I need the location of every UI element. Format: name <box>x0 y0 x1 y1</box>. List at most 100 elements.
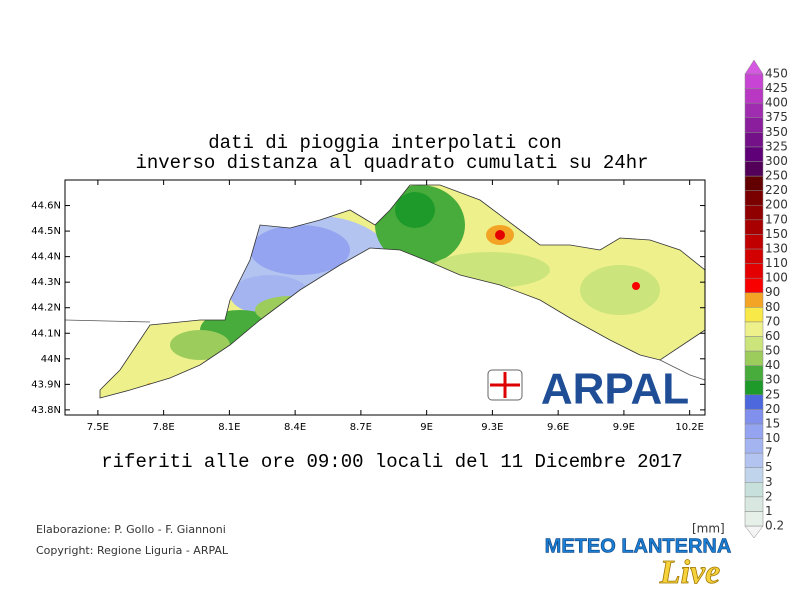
colorbar-label: 100 <box>765 271 788 285</box>
logo-text: ARPAL <box>541 365 689 414</box>
subtitle: riferiti alle ore 09:00 locali del 11 Di… <box>101 451 683 473</box>
colorbar-box <box>744 482 764 498</box>
colorbar-label: 90 <box>765 285 780 299</box>
colorbar-box <box>744 263 764 279</box>
colorbar-label: 350 <box>765 125 788 139</box>
colorbar-label: 325 <box>765 139 788 153</box>
colorbar-label: 170 <box>765 212 788 226</box>
colorbar-box <box>744 336 764 352</box>
colorbar-box <box>744 146 764 162</box>
colorbar-box <box>744 234 764 250</box>
x-tick-label: 8.1E <box>218 422 240 433</box>
colorbar-box <box>744 350 764 366</box>
x-tick-label: 10.2E <box>675 422 704 433</box>
colorbar-box <box>744 190 764 206</box>
colorbar-box <box>744 102 764 118</box>
map <box>64 179 706 416</box>
colorbar-box <box>744 452 764 468</box>
colorbar-box <box>744 277 764 293</box>
coastline <box>99 184 706 399</box>
footer-copyright: Copyright: Regione Liguria - ARPAL <box>36 544 229 557</box>
title-line: inverso distanza al quadrato cumulati su… <box>135 152 648 174</box>
colorbar-box <box>744 496 764 512</box>
colorbar-label: 400 <box>765 96 788 110</box>
colorbar-unit: [mm] <box>692 522 725 536</box>
colorbar-label: 80 <box>765 300 780 314</box>
y-tick-label: 43.8N <box>31 405 61 416</box>
colorbar-label: 25 <box>765 387 780 401</box>
colorbar-label: 250 <box>765 169 788 183</box>
y-tick-label: 44.4N <box>31 252 61 263</box>
colorbar-box <box>744 467 764 483</box>
border <box>64 319 151 323</box>
colorbar-box <box>744 438 764 454</box>
colorbar-label: 150 <box>765 227 788 241</box>
x-tick-label: 8.7E <box>350 422 372 433</box>
colorbar-box <box>744 132 764 148</box>
watermark-script: Live <box>659 554 720 591</box>
colorbar-box <box>744 394 764 410</box>
colorbar-box <box>744 219 764 235</box>
colorbar-label: 60 <box>765 329 780 343</box>
colorbar-box <box>744 365 764 381</box>
colorbar-label: 200 <box>765 198 788 212</box>
x-tick-label: 7.5E <box>87 422 109 433</box>
y-tick-label: 44N <box>41 354 61 365</box>
x-tick-label: 9.3E <box>481 422 503 433</box>
colorbar-box <box>744 379 764 396</box>
colorbar-box <box>744 292 764 308</box>
colorbar-box <box>744 321 764 337</box>
colorbar-label: 40 <box>765 358 780 372</box>
y-tick-label: 44.6N <box>31 201 61 212</box>
y-tick-label: 44.1N <box>31 328 61 339</box>
colorbar-label: 425 <box>765 81 788 95</box>
colorbar-label: 10 <box>765 431 780 445</box>
colorbar-low <box>744 525 764 539</box>
colorbar-box <box>744 248 764 264</box>
colorbar-label: 7 <box>765 446 773 460</box>
colorbar-label: 15 <box>765 416 780 430</box>
colorbar-box <box>744 307 764 323</box>
x-tick-label: 7.8E <box>153 422 175 433</box>
colorbar-high <box>744 59 764 75</box>
colorbar-box <box>744 117 764 133</box>
colorbar-label: 300 <box>765 154 788 168</box>
colorbar-label: 50 <box>765 344 780 358</box>
colorbar-label: 130 <box>765 241 788 255</box>
map-frame <box>64 179 706 416</box>
colorbar-label: 3 <box>765 475 773 489</box>
colorbar-box <box>744 88 764 104</box>
title-line: dati di pioggia interpolati con <box>208 132 561 154</box>
colorbar-label: 2 <box>765 489 773 503</box>
y-tick-label: 44.5N <box>31 226 61 237</box>
colorbar-box <box>744 423 764 439</box>
colorbar-box <box>744 511 764 527</box>
colorbar-label: 1 <box>765 504 773 518</box>
x-tick-label: 9.9E <box>613 422 635 433</box>
colorbar-box <box>744 175 764 191</box>
x-tick-label: 9.6E <box>547 422 569 433</box>
y-tick-label: 43.9N <box>31 379 61 390</box>
arpal-logo: ARPAL <box>487 365 689 414</box>
colorbar-box <box>744 409 764 425</box>
colorbar-box <box>744 204 764 221</box>
x-tick-label: 8.4E <box>284 422 306 433</box>
colorbar-label: 110 <box>765 256 788 270</box>
colorbar-label: 30 <box>765 373 780 387</box>
colorbar-label: 20 <box>765 402 780 416</box>
footer-credit: Elaborazione: P. Gollo - F. Giannoni <box>36 523 226 536</box>
colorbar-box <box>744 161 764 177</box>
colorbar-label: 5 <box>765 460 773 474</box>
colorbar-label: 220 <box>765 183 788 197</box>
y-tick-label: 44.2N <box>31 303 61 314</box>
coast <box>659 359 706 381</box>
colorbar-label: 0.2 <box>765 519 784 533</box>
colorbar-label: 450 <box>765 67 788 81</box>
x-tick-label: 9E <box>420 422 433 433</box>
colorbar-box <box>744 73 764 89</box>
colorbar-label: 70 <box>765 314 780 328</box>
y-tick-label: 44.3N <box>31 277 61 288</box>
watermark-title: METEO LANTERNA <box>545 535 732 557</box>
colorbar-label: 375 <box>765 110 788 124</box>
